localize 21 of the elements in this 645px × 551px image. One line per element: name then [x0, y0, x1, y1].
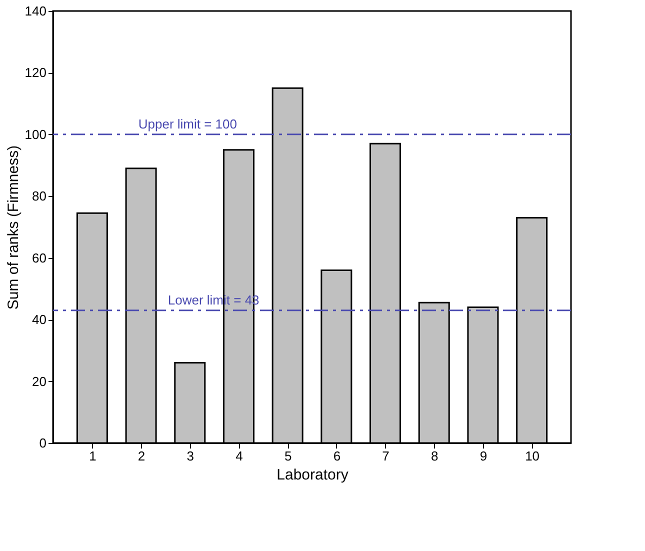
ref-line-label: Upper limit = 100: [138, 116, 237, 132]
x-tick-label: 10: [525, 448, 540, 464]
x-tick-label: 4: [236, 448, 243, 464]
x-tick-label: 5: [284, 448, 292, 464]
y-tick-label: 80: [32, 188, 46, 204]
y-tick-label: 60: [32, 250, 46, 266]
x-tick-label: 3: [186, 448, 194, 464]
y-tick-label: 140: [24, 4, 46, 18]
x-tick-label: 1: [89, 448, 96, 464]
y-tick-label: 120: [24, 65, 46, 80]
y-tick-label: 100: [24, 126, 46, 142]
x-tick-label: 8: [431, 448, 438, 464]
y-tick-label: 40: [32, 312, 46, 328]
x-tick-label: 9: [480, 448, 488, 464]
x-axis-title: Laboratory: [276, 466, 349, 484]
x-tick-label: 2: [138, 448, 146, 464]
x-tick-label: 6: [333, 448, 341, 464]
y-tick-label: 0: [39, 436, 46, 450]
x-tick-label: 7: [382, 448, 390, 464]
y-tick-label: 20: [32, 374, 46, 389]
y-axis-title: Sum of ranks (Firmness): [4, 145, 22, 310]
